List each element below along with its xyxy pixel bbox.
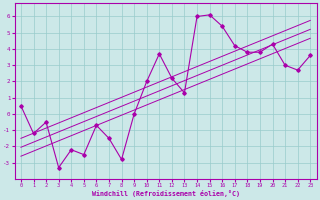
X-axis label: Windchill (Refroidissement éolien,°C): Windchill (Refroidissement éolien,°C) bbox=[92, 190, 240, 197]
